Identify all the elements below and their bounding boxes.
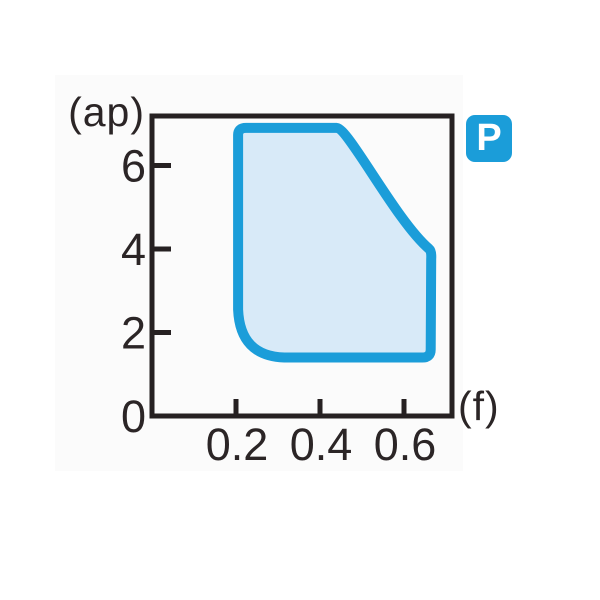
shaded-region xyxy=(233,122,437,363)
y-tick-label: 6 xyxy=(121,141,146,192)
x-tick-label: 0.6 xyxy=(374,419,437,470)
y-tick-label: 2 xyxy=(121,308,146,359)
y-tick-label: 0 xyxy=(121,391,146,442)
grade-badge-letter: P xyxy=(476,117,502,159)
x-tick-label: 0.4 xyxy=(290,419,353,470)
y-tick-label: 4 xyxy=(121,224,146,275)
plot-border xyxy=(149,113,455,419)
grade-badge: P xyxy=(466,115,512,162)
x-tick-label: 0.2 xyxy=(206,419,269,470)
x-axis-label: (f) xyxy=(458,383,500,429)
y-axis-label: (ap) xyxy=(68,89,145,135)
